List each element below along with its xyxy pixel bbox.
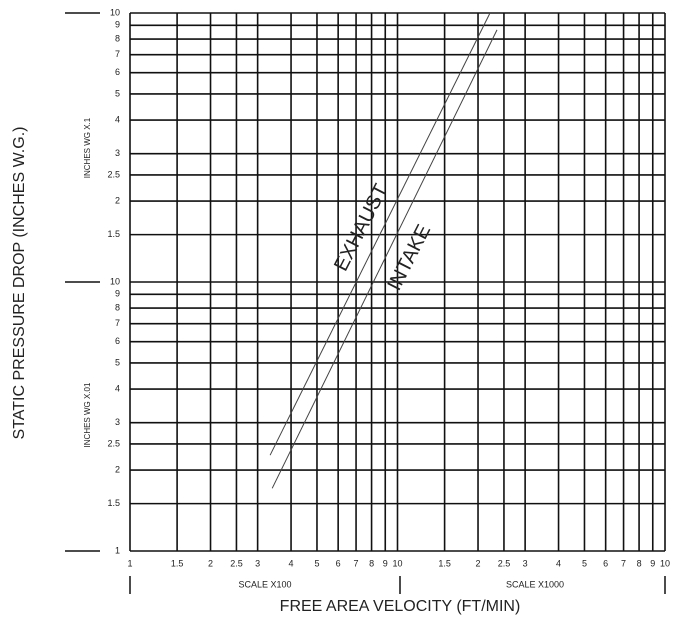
y-tick-label: 7 [115,49,120,59]
y-tick-label: 1 [115,545,120,555]
x-tick-label: 4 [556,558,561,568]
y-tick-label: 6 [115,336,120,346]
x-tick-label: 6 [603,558,608,568]
x-tick-label: 7 [621,558,626,568]
x-tick-label: 5 [314,558,319,568]
y-tick-label: 8 [115,33,120,43]
x-tick-label: 2.5 [230,558,243,568]
x-tick-label: 8 [637,558,642,568]
x-tick-label: 1 [127,558,132,568]
x-tick-label: 6 [336,558,341,568]
annotation: SCALE X1000 [506,579,564,589]
x-tick-label: 2 [208,558,213,568]
x-tick-label: 7 [354,558,359,568]
annotation: INCHES WG X.1 [83,117,92,178]
y-tick-label: 10 [110,276,120,286]
x-tick-label: 10 [660,558,670,568]
y-tick-label: 8 [115,302,120,312]
y-tick-label: 5 [115,88,120,98]
x-tick-label: 5 [582,558,587,568]
x-tick-label: 1.5 [171,558,184,568]
y-tick-label: 5 [115,357,120,367]
x-tick-label: 9 [383,558,388,568]
x-tick-label: 1.5 [438,558,451,568]
annotation: SCALE X100 [238,579,291,589]
series-line [271,29,498,489]
x-tick-label: 2.5 [498,558,511,568]
x-tick-label: 2 [476,558,481,568]
series-label: INTAKE [383,221,435,294]
y-tick-label: 3 [115,148,120,158]
y-tick-label: 4 [115,383,120,393]
x-tick-label: 10 [392,558,402,568]
y-tick-label: 10 [110,7,120,17]
y-tick-label: 3 [115,417,120,427]
series-line [269,12,491,456]
y-tick-label: 4 [115,114,120,124]
y-tick-label: 9 [115,289,120,299]
x-axis-label: FREE AREA VELOCITY (FT/MIN) [280,598,521,615]
y-axis-label: STATIC PRESSURE DROP (INCHES W.G.) [11,127,28,440]
y-tick-label: 2.5 [107,438,120,448]
y-tick-label: 9 [115,20,120,30]
y-tick-label: 2 [115,464,120,474]
y-tick-label: 7 [115,318,120,328]
y-tick-label: 1.5 [107,229,120,239]
x-tick-label: 3 [523,558,528,568]
y-tick-label: 2.5 [107,169,120,179]
y-tick-label: 6 [115,67,120,77]
y-tick-label: 1.5 [107,498,120,508]
y-tick-label: 2 [115,195,120,205]
x-tick-label: 4 [289,558,294,568]
annotation: INCHES WG X.01 [83,382,92,447]
x-tick-label: 9 [650,558,655,568]
x-tick-label: 8 [369,558,374,568]
x-tick-label: 3 [255,558,260,568]
